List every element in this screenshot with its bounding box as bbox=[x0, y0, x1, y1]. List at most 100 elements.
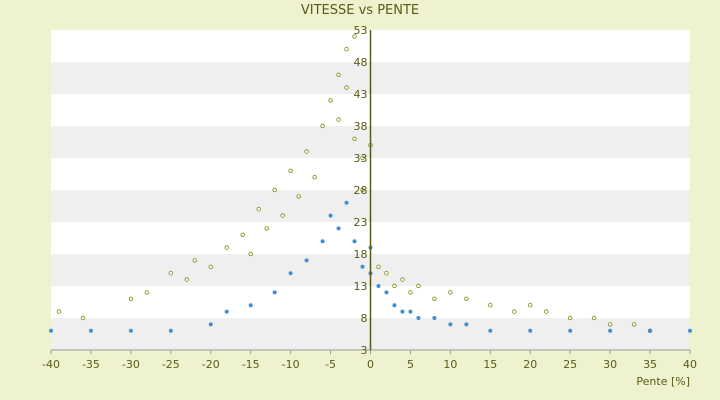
data-point bbox=[49, 328, 54, 333]
data-point bbox=[280, 213, 285, 218]
data-point bbox=[336, 72, 341, 77]
data-point bbox=[416, 315, 421, 320]
data-point bbox=[688, 328, 693, 333]
data-point bbox=[224, 245, 229, 250]
x-tick-label: 10 bbox=[443, 358, 457, 371]
data-point bbox=[488, 328, 493, 333]
x-tick-label: -30 bbox=[122, 358, 140, 371]
data-point bbox=[128, 328, 133, 333]
data-point bbox=[320, 123, 325, 129]
data-point bbox=[408, 290, 413, 295]
data-point bbox=[312, 174, 317, 180]
data-point bbox=[360, 264, 365, 269]
data-point bbox=[344, 200, 349, 205]
data-point bbox=[608, 328, 613, 333]
x-tick-label: 25 bbox=[563, 358, 577, 371]
y-tick-label: 8 bbox=[361, 312, 368, 325]
data-point bbox=[208, 264, 213, 269]
x-tick-label: 0 bbox=[367, 358, 374, 371]
data-point bbox=[392, 283, 397, 289]
data-point bbox=[528, 328, 533, 333]
data-point bbox=[288, 271, 293, 276]
data-point bbox=[528, 303, 533, 308]
data-point bbox=[248, 251, 253, 257]
data-point bbox=[264, 226, 269, 231]
data-point bbox=[288, 168, 293, 173]
x-tick-label: -15 bbox=[242, 358, 260, 371]
data-point bbox=[56, 309, 62, 314]
data-point bbox=[224, 309, 229, 314]
data-point bbox=[568, 328, 573, 333]
data-point bbox=[192, 258, 197, 263]
x-tick-label: -25 bbox=[162, 358, 180, 371]
data-point bbox=[88, 328, 93, 333]
y-tick-label: 53 bbox=[354, 24, 368, 37]
x-tick-label: 35 bbox=[643, 358, 657, 371]
x-tick-label: 30 bbox=[603, 358, 617, 371]
x-tick-label: -40 bbox=[42, 358, 60, 371]
data-point bbox=[168, 328, 173, 333]
data-point bbox=[344, 85, 349, 90]
x-axis-label: Pente [%] bbox=[636, 375, 690, 388]
x-tick-label: -5 bbox=[325, 358, 336, 371]
data-point bbox=[567, 315, 573, 321]
y-tick-label: 23 bbox=[354, 216, 368, 229]
data-point bbox=[304, 258, 309, 263]
data-point bbox=[248, 303, 253, 308]
x-tick-label: 15 bbox=[483, 358, 497, 371]
y-tick-label: 3 bbox=[361, 344, 368, 357]
data-point bbox=[352, 239, 357, 244]
data-point bbox=[240, 232, 245, 237]
x-axis-ticks: -40 -35 -30 -25 -20 -15 -10 -5 0 5 10 15 20 25 30 35 40 bbox=[42, 350, 697, 371]
data-point bbox=[256, 206, 261, 212]
y-tick-label: 13 bbox=[354, 280, 368, 293]
chart-title: VITESSE vs PENTE bbox=[301, 3, 419, 18]
y-tick-label: 38 bbox=[354, 120, 368, 133]
data-point bbox=[591, 315, 597, 321]
x-tick-label: 20 bbox=[523, 358, 537, 371]
data-point bbox=[607, 322, 613, 327]
data-point bbox=[144, 290, 150, 295]
data-point bbox=[304, 149, 309, 154]
x-tick-label: 5 bbox=[407, 358, 414, 371]
data-point bbox=[184, 277, 189, 282]
data-point bbox=[328, 98, 333, 103]
y-tick-label: 33 bbox=[354, 152, 368, 165]
data-point bbox=[448, 290, 453, 295]
y-tick-label: 28 bbox=[354, 184, 368, 197]
data-point bbox=[128, 296, 134, 301]
data-point bbox=[392, 303, 397, 308]
data-point bbox=[416, 283, 421, 289]
data-point bbox=[384, 271, 389, 276]
data-point bbox=[360, 155, 365, 161]
y-tick-label: 43 bbox=[354, 88, 368, 101]
data-point bbox=[448, 322, 453, 327]
data-point bbox=[400, 277, 405, 282]
y-tick-label: 48 bbox=[354, 56, 368, 69]
data-point bbox=[80, 315, 86, 321]
data-point bbox=[344, 47, 349, 52]
data-point bbox=[328, 213, 333, 218]
data-point bbox=[512, 309, 517, 314]
data-point bbox=[352, 136, 357, 141]
data-point bbox=[464, 322, 469, 327]
x-tick-label: -20 bbox=[202, 358, 220, 371]
data-point bbox=[384, 290, 389, 295]
data-point bbox=[208, 322, 213, 327]
x-tick-label: -35 bbox=[82, 358, 100, 371]
x-tick-label: -10 bbox=[282, 358, 300, 371]
data-point bbox=[272, 187, 277, 193]
data-point bbox=[320, 239, 325, 244]
data-point bbox=[352, 34, 357, 39]
y-tick-label: 18 bbox=[354, 248, 368, 261]
data-point bbox=[336, 117, 341, 122]
data-point bbox=[488, 303, 493, 308]
data-point bbox=[360, 187, 365, 193]
data-point bbox=[432, 315, 437, 320]
data-point bbox=[544, 309, 549, 314]
data-point bbox=[631, 322, 637, 327]
data-point bbox=[408, 309, 413, 314]
